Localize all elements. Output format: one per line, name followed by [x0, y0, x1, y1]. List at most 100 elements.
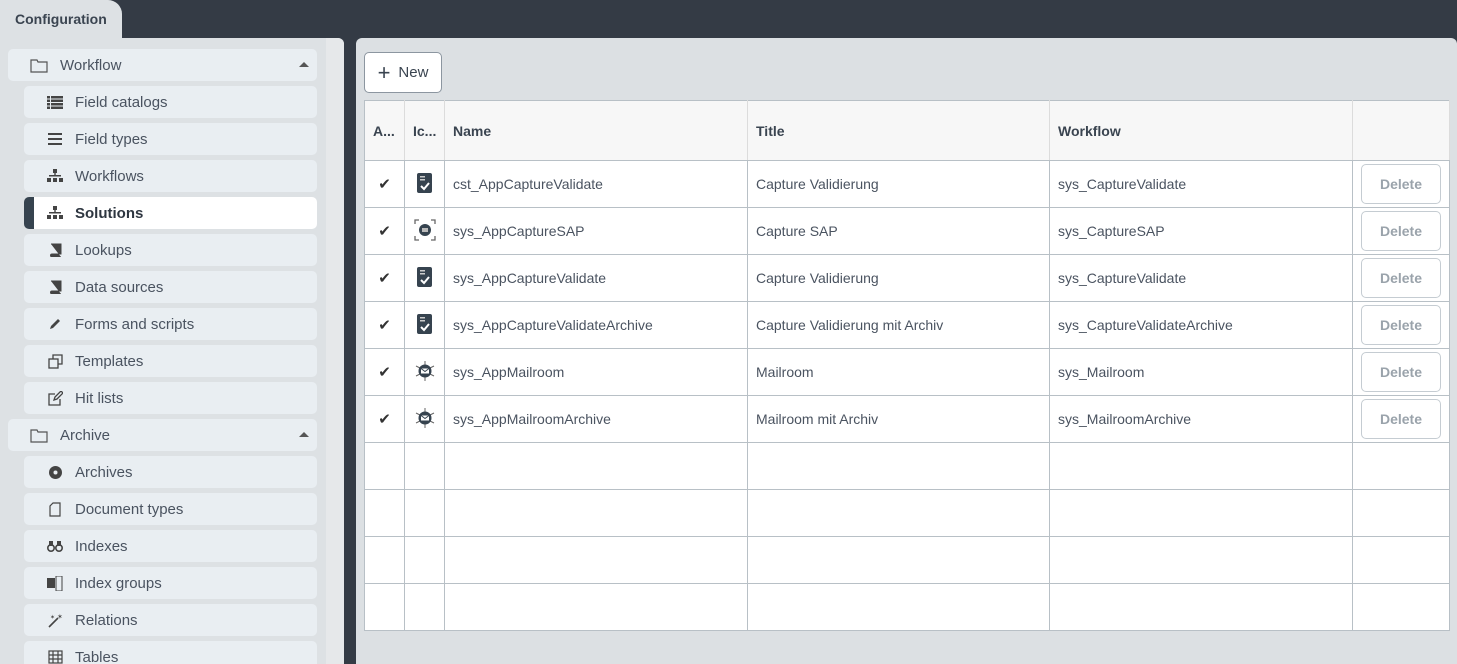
- title-cell: Capture Validierung: [747, 160, 1050, 208]
- action-cell: Delete: [1352, 254, 1450, 302]
- title-cell: Mailroom: [747, 348, 1050, 396]
- delete-button[interactable]: Delete: [1361, 352, 1441, 392]
- mailroom-icon: [414, 407, 436, 432]
- workflow-cell: sys_CaptureValidate: [1049, 254, 1353, 302]
- sidebar-item-label: Data sources: [75, 278, 164, 296]
- folder-icon: [30, 427, 48, 443]
- sidebar-item-forms-and-scripts[interactable]: Forms and scripts: [24, 308, 317, 340]
- title-cell: Capture SAP: [747, 207, 1050, 255]
- delete-button[interactable]: Delete: [1361, 399, 1441, 439]
- puzzle-icon: [46, 575, 64, 591]
- title-cell: Mailroom mit Archiv: [747, 395, 1050, 443]
- caret-up-icon[interactable]: [299, 62, 309, 67]
- column-header[interactable]: Ic...: [404, 100, 445, 161]
- tab-configuration[interactable]: Configuration: [0, 0, 122, 40]
- plus-icon: +: [377, 59, 391, 85]
- title-cell: Capture Validierung mit Archiv: [747, 301, 1050, 349]
- workflow-cell: sys_CaptureSAP: [1049, 207, 1353, 255]
- pencil-icon: [46, 316, 64, 332]
- name-cell: cst_AppCaptureValidate: [444, 160, 748, 208]
- table-row[interactable]: ✔ cst_AppCaptureValidate Capture Validie…: [364, 160, 1450, 208]
- title-cell: Capture Validierung: [747, 254, 1050, 302]
- list-icon: [46, 94, 64, 110]
- sidebar-item-lookups[interactable]: Lookups: [24, 234, 317, 266]
- name-cell: sys_AppMailroom: [444, 348, 748, 396]
- sidebar-item-tables[interactable]: Tables: [24, 641, 317, 664]
- name-cell: sys_AppCaptureSAP: [444, 207, 748, 255]
- column-header[interactable]: Name: [444, 100, 748, 161]
- sidebar-item-label: Solutions: [75, 204, 144, 222]
- name-cell: sys_AppMailroomArchive: [444, 395, 748, 443]
- main-panel: + New A... Ic... Name Title Workflow ✔ cst_Ap…: [356, 38, 1457, 664]
- workflow-cell: sys_CaptureValidateArchive: [1049, 301, 1353, 349]
- cubes-icon: [46, 464, 64, 480]
- sidebar-group-label: Archive: [60, 426, 111, 444]
- sidebar-item-workflows[interactable]: Workflows: [24, 160, 317, 192]
- check-icon: ✔: [378, 176, 391, 193]
- action-cell: Delete: [1352, 207, 1450, 255]
- capture-validate-icon: [416, 172, 434, 197]
- table-row[interactable]: ✔ sys_AppCaptureValidateArchive Capture …: [364, 301, 1450, 349]
- sidebar-scrollbar[interactable]: [326, 38, 344, 664]
- sidebar-item-indexes[interactable]: Indexes: [24, 530, 317, 562]
- sidebar-item-label: Forms and scripts: [75, 315, 195, 333]
- sidebar-item-solutions[interactable]: Solutions: [24, 197, 317, 229]
- icon-cell: [404, 301, 445, 349]
- column-header[interactable]: A...: [364, 100, 405, 161]
- sidebar-item-label: Document types: [75, 500, 184, 518]
- file-icon: [46, 501, 64, 517]
- table-row[interactable]: ✔ sys_AppCaptureValidate Capture Validie…: [364, 254, 1450, 302]
- sidebar-group-archive[interactable]: Archive: [8, 419, 317, 451]
- name-cell: sys_AppCaptureValidate: [444, 254, 748, 302]
- sidebar-item-archives[interactable]: Archives: [24, 456, 317, 488]
- table-row[interactable]: ✔ sys_AppCaptureSAP Capture SAP sys_Capt…: [364, 207, 1450, 255]
- sitemap-icon: [46, 168, 64, 184]
- delete-button[interactable]: Delete: [1361, 211, 1441, 251]
- sidebar-item-label: Index groups: [75, 574, 162, 592]
- active-cell: ✔: [364, 254, 405, 302]
- active-cell: ✔: [364, 301, 405, 349]
- sidebar-item-field-types[interactable]: Field types: [24, 123, 317, 155]
- name-cell: sys_AppCaptureValidateArchive: [444, 301, 748, 349]
- sidebar-item-relations[interactable]: ✶ ✶ Relations: [24, 604, 317, 636]
- sidebar-item-templates[interactable]: Templates: [24, 345, 317, 377]
- sidebar-item-hit-lists[interactable]: Hit lists: [24, 382, 317, 414]
- empty-row: [364, 536, 1450, 584]
- sidebar-item-index-groups[interactable]: Index groups: [24, 567, 317, 599]
- sidebar-item-label: Lookups: [75, 241, 132, 259]
- solutions-table: A... Ic... Name Title Workflow ✔ cst_AppCapt…: [364, 100, 1450, 631]
- action-cell: Delete: [1352, 301, 1450, 349]
- new-button[interactable]: + New: [364, 52, 442, 93]
- svg-text:✶: ✶: [57, 613, 63, 621]
- empty-row: [364, 489, 1450, 537]
- book-icon: [46, 242, 64, 258]
- capture-sap-icon: [413, 218, 436, 244]
- sidebar-item-field-catalogs[interactable]: Field catalogs: [24, 86, 317, 118]
- sidebar-group-label: Workflow: [60, 56, 122, 74]
- column-header[interactable]: [1352, 100, 1450, 161]
- action-cell: Delete: [1352, 348, 1450, 396]
- column-header[interactable]: Workflow: [1049, 100, 1353, 161]
- sidebar-item-label: Field catalogs: [75, 93, 168, 111]
- icon-cell: [404, 207, 445, 255]
- clone-icon: [46, 353, 64, 369]
- action-cell: Delete: [1352, 160, 1450, 208]
- check-icon: ✔: [378, 270, 391, 287]
- sidebar-item-label: Field types: [75, 130, 148, 148]
- action-cell: Delete: [1352, 395, 1450, 443]
- edit-icon: [46, 390, 64, 406]
- sidebar-group-workflow[interactable]: Workflow: [8, 49, 317, 81]
- column-header[interactable]: Title: [747, 100, 1050, 161]
- active-cell: ✔: [364, 160, 405, 208]
- workflow-cell: sys_CaptureValidate: [1049, 160, 1353, 208]
- delete-button[interactable]: Delete: [1361, 164, 1441, 204]
- icon-cell: [404, 160, 445, 208]
- sidebar-item-document-types[interactable]: Document types: [24, 493, 317, 525]
- table-row[interactable]: ✔ sys_AppMailroomArchive Mailroom mit Ar…: [364, 395, 1450, 443]
- delete-button[interactable]: Delete: [1361, 305, 1441, 345]
- delete-button[interactable]: Delete: [1361, 258, 1441, 298]
- table-row[interactable]: ✔ sys_AppMailroom Mailroom sys_Mailroom …: [364, 348, 1450, 396]
- sidebar-item-data-sources[interactable]: Data sources: [24, 271, 317, 303]
- capture-validate-icon: [416, 266, 434, 291]
- caret-up-icon[interactable]: [299, 432, 309, 437]
